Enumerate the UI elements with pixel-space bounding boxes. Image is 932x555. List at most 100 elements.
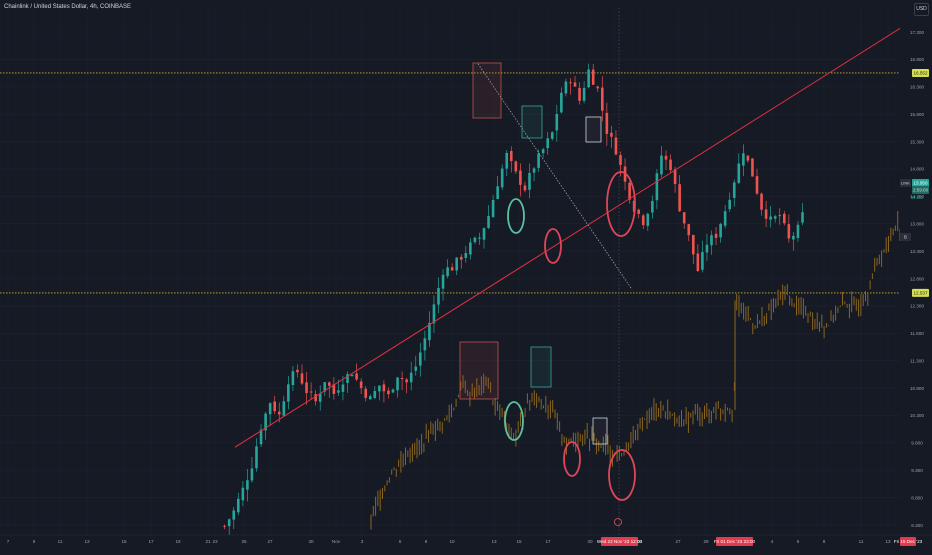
candle-body (591, 69, 595, 85)
candle-body (355, 373, 358, 380)
box-white (585, 116, 602, 143)
candle-body (773, 216, 777, 219)
time-tick-label: 17 (545, 539, 551, 544)
time-tick-label: 9 (33, 539, 36, 544)
candle-body (368, 396, 372, 400)
candle-body (664, 155, 668, 160)
time-tick-label: 24 (637, 539, 643, 544)
candle-body (801, 212, 804, 223)
candle-body (637, 209, 640, 214)
time-tick-label: 20 (587, 539, 593, 544)
candle-body (227, 519, 231, 527)
candle-body (732, 182, 736, 198)
price-tick-label: 8.300 (911, 523, 923, 528)
horizontal-levels (0, 72, 900, 294)
candle-body (250, 468, 254, 481)
time-tick-label: 30 (308, 539, 314, 544)
candle-body (505, 152, 509, 169)
candle-body (601, 87, 604, 111)
candle-body (287, 384, 290, 402)
candle-body (555, 114, 559, 131)
candle-body (478, 237, 481, 239)
current-price-label-bg (912, 179, 929, 187)
price-tick-label: 14.800 (910, 167, 924, 172)
candle-body (605, 112, 609, 134)
price-tick-label: 13.800 (910, 222, 924, 227)
descending-trendline (477, 63, 633, 290)
candle-body (391, 389, 395, 393)
grid (0, 8, 900, 534)
time-tick-label: 13 (491, 539, 497, 544)
candle-body (619, 155, 622, 165)
circle-green (507, 198, 525, 234)
price-axis[interactable]: 17.300 16.800 16.300 15.800 15.300 14.800 14.3… (900, 0, 932, 550)
support-price-label: 12.537 (913, 291, 927, 296)
time-tick-label: 7 (7, 539, 10, 544)
time-tick-label: 29 (703, 539, 709, 544)
candle-body (273, 401, 276, 412)
candle-body (760, 193, 763, 210)
event-date-label: Wed 22 Nov '23 12:00 (597, 539, 643, 544)
last-date-label: Fri 15 Dec '23 (894, 539, 923, 544)
ghost-projection-bars (370, 211, 912, 530)
price-tick-label: 8.800 (911, 495, 923, 500)
time-tick-label: 25 (241, 539, 247, 544)
trendlines[interactable] (234, 8, 917, 534)
time-tick-label: 21 (205, 539, 211, 544)
candle-body (673, 169, 677, 184)
price-tick-label: 16.800 (910, 57, 924, 62)
candle-body (541, 149, 545, 154)
ghost-box-red (459, 341, 499, 400)
candle-body (378, 385, 381, 392)
time-tick-label: 19 (175, 539, 181, 544)
candle-body (783, 213, 786, 224)
candle-body (223, 525, 226, 527)
projection-date-label-bg (716, 537, 753, 546)
candles (223, 63, 804, 537)
candle-body (596, 86, 600, 89)
candle-body (710, 235, 713, 246)
candle-body (455, 257, 458, 271)
current-price-label: 13.950 (913, 181, 927, 186)
candle-body (755, 176, 759, 194)
b-marker-bg (900, 233, 911, 241)
time-tick-label: 23 (212, 539, 218, 544)
candle-body (232, 510, 236, 520)
candle-body (682, 212, 686, 224)
price-tick-label: 10.300 (910, 413, 924, 418)
symbol-tag-label: LINK (901, 181, 910, 186)
time-tick-label: 8 (425, 539, 428, 544)
candle-body (469, 242, 472, 255)
candle-body (405, 379, 408, 383)
candle-body (532, 168, 536, 173)
candle-body (437, 288, 440, 305)
time-tick-label: 8 (823, 539, 826, 544)
candle-body (346, 374, 349, 383)
candle-body (373, 390, 377, 398)
candle-body (259, 429, 263, 445)
candle-body (641, 215, 645, 226)
price-tick-label: 11.800 (910, 331, 924, 336)
time-tick-label: 17 (148, 539, 154, 544)
candle-body (291, 371, 295, 386)
time-axis[interactable]: 7911131517192123252730Nov368101315172022… (0, 534, 932, 550)
symbol-tag-bg (900, 179, 911, 187)
time-tick-label: 13 (84, 539, 90, 544)
price-tick-label: 9.300 (911, 468, 923, 473)
price-tick-label: 15.300 (910, 139, 924, 144)
candle-body (514, 161, 518, 172)
candle-body (578, 87, 581, 101)
candle-body (696, 253, 700, 271)
candle-body (277, 411, 281, 415)
candle-body (569, 82, 572, 84)
candle-body (428, 322, 431, 341)
candle-body (237, 498, 240, 513)
currency-button[interactable]: USD (914, 3, 929, 16)
candle-body (400, 377, 404, 380)
price-axis-bg (900, 0, 932, 550)
candle-body (359, 381, 363, 389)
candle-body (614, 137, 618, 155)
candle-body (764, 209, 768, 219)
